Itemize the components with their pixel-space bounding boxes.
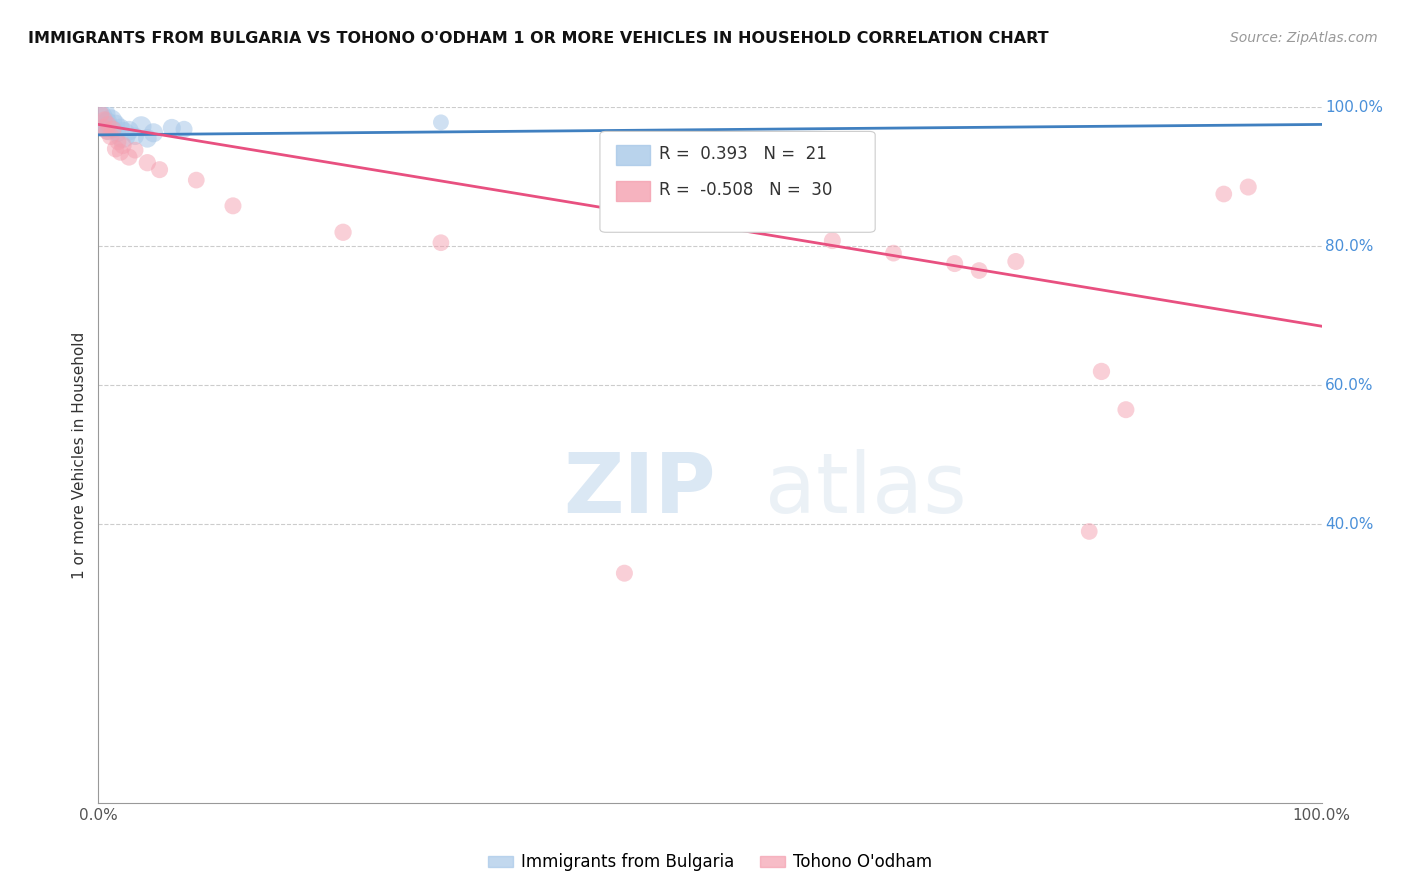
Point [110, 145, 132, 160]
Point [96, 124, 118, 138]
Text: R =  0.393   N =  21: R = 0.393 N = 21 [658, 145, 827, 162]
Point [149, 162, 172, 177]
Y-axis label: 1 or more Vehicles in Household: 1 or more Vehicles in Household [72, 331, 87, 579]
Text: atlas: atlas [765, 450, 967, 530]
Text: ZIP: ZIP [564, 450, 716, 530]
Point [97, 124, 120, 138]
Point [821, 234, 844, 248]
Point [943, 256, 966, 270]
Point [97, 117, 120, 131]
Point [1004, 254, 1026, 268]
Bar [616, 145, 650, 165]
Point [98, 120, 121, 134]
Text: R =  -0.508   N =  30: R = -0.508 N = 30 [658, 181, 832, 199]
Point [430, 235, 453, 250]
Point [173, 122, 195, 136]
Point [91, 117, 114, 131]
Point [160, 120, 183, 135]
Bar [616, 181, 650, 201]
Point [110, 120, 132, 135]
Text: IMMIGRANTS FROM BULGARIA VS TOHONO O'ODHAM 1 OR MORE VEHICLES IN HOUSEHOLD CORRE: IMMIGRANTS FROM BULGARIA VS TOHONO O'ODH… [28, 31, 1049, 46]
Point [91, 120, 114, 135]
Point [883, 246, 905, 260]
Point [101, 122, 124, 136]
Point [1078, 524, 1101, 539]
Point [124, 129, 146, 144]
Point [93, 112, 115, 127]
Point [129, 120, 152, 134]
Point [222, 199, 245, 213]
Point [124, 143, 146, 157]
Point [142, 126, 165, 140]
Point [118, 124, 141, 138]
Point [96, 115, 118, 129]
Point [967, 263, 990, 277]
Point [101, 122, 124, 136]
Point [104, 142, 127, 156]
Point [107, 135, 129, 149]
Point [613, 566, 636, 581]
Point [1212, 187, 1234, 202]
Point [93, 107, 115, 121]
Point [94, 120, 117, 135]
Point [1115, 402, 1137, 417]
Point [104, 117, 127, 131]
Point [111, 138, 134, 153]
Text: Source: ZipAtlas.com: Source: ZipAtlas.com [1230, 31, 1378, 45]
Point [136, 131, 159, 145]
Point [90, 111, 112, 125]
Text: 80.0%: 80.0% [1326, 239, 1374, 253]
Point [90, 107, 112, 121]
Legend: Immigrants from Bulgaria, Tohono O'odham: Immigrants from Bulgaria, Tohono O'odham [481, 847, 939, 878]
Point [186, 173, 208, 187]
Text: 60.0%: 60.0% [1326, 378, 1374, 392]
Point [430, 115, 453, 129]
Point [100, 129, 122, 144]
Point [100, 114, 122, 128]
Point [1090, 364, 1112, 378]
Point [107, 127, 129, 141]
Text: 40.0%: 40.0% [1326, 517, 1374, 532]
Point [118, 150, 141, 164]
Point [332, 225, 354, 239]
Point [1237, 180, 1260, 194]
Text: 100.0%: 100.0% [1326, 100, 1384, 114]
Point [136, 155, 159, 169]
FancyBboxPatch shape [600, 131, 875, 232]
Point [111, 128, 134, 142]
